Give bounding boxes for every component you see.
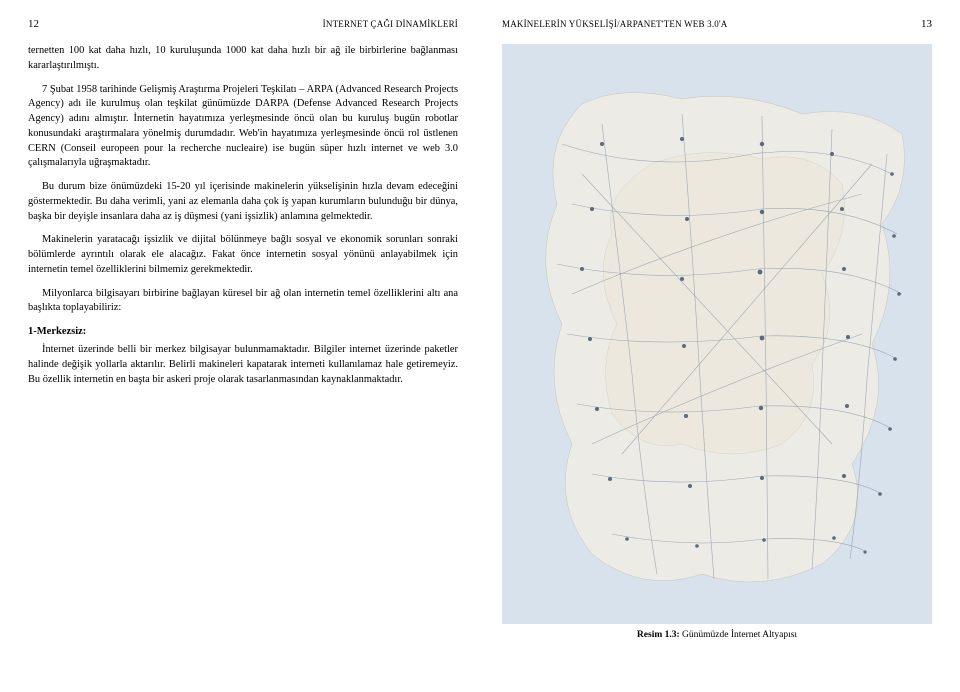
left-header-title: İNTERNET ÇAĞI DİNAMİKLERİ	[323, 19, 458, 29]
paragraph-5: Milyonlarca bilgisayarı birbirine bağlay…	[28, 287, 458, 317]
paragraph-3: Bu durum bize önümüzdeki 15-20 yıl içeri…	[28, 180, 458, 224]
paragraph-1: ternetten 100 kat daha hızlı, 10 kuruluş…	[28, 44, 458, 74]
figure-caption: Resim 1.3: Günümüzde İnternet Altyapısı	[502, 630, 932, 640]
world-map-svg	[502, 44, 932, 624]
right-page-number: 13	[921, 18, 932, 30]
left-page: 12 İNTERNET ÇAĞI DİNAMİKLERİ ternetten 1…	[0, 0, 480, 692]
subheading-1: 1-Merkezsiz:	[28, 326, 458, 337]
paragraph-2: 7 Şubat 1958 tarihinde Gelişmiş Araştırm…	[28, 83, 458, 172]
paragraph-4: Makinelerin yaratacağı işsizlik ve dijit…	[28, 233, 458, 277]
caption-label: Resim 1.3:	[637, 630, 680, 640]
right-header: MAKİNELERİN YÜKSELİŞİ/ARPANET'TEN WEB 3.…	[502, 18, 932, 30]
map-figure	[502, 44, 932, 624]
left-header: 12 İNTERNET ÇAĞI DİNAMİKLERİ	[28, 18, 458, 30]
right-header-title: MAKİNELERİN YÜKSELİŞİ/ARPANET'TEN WEB 3.…	[502, 19, 728, 29]
caption-text: Günümüzde İnternet Altyapısı	[680, 630, 797, 640]
left-page-number: 12	[28, 18, 39, 30]
sub-paragraph-1: İnternet üzerinde belli bir merkez bilgi…	[28, 343, 458, 387]
right-page: MAKİNELERİN YÜKSELİŞİ/ARPANET'TEN WEB 3.…	[480, 0, 960, 692]
